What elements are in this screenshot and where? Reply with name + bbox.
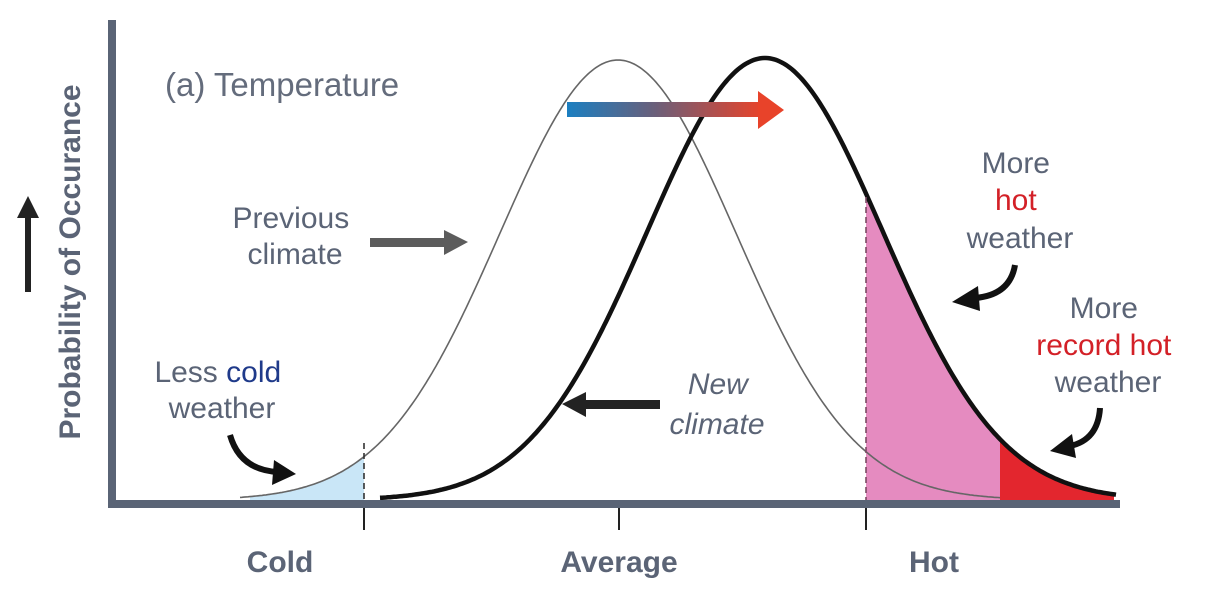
new-climate-curve — [379, 55, 1117, 501]
less-cold-curved-arrow-icon — [227, 434, 296, 485]
previous-climate-arrow-icon — [370, 230, 468, 255]
less-cold-weather-region — [250, 456, 364, 500]
climate-shift-arrow-icon — [567, 91, 784, 129]
previous-climate-label: Previous climate — [232, 202, 357, 271]
y-axis-up-arrow-icon — [17, 196, 39, 292]
tick-label-hot: Hot — [909, 546, 959, 579]
previous-climate-curve — [239, 59, 1001, 499]
less-cold-weather-label: Less cold weather — [154, 356, 289, 425]
new-climate-label: New climate — [669, 368, 764, 441]
more-record-hot-weather-region — [1000, 439, 1114, 500]
more-record-hot-weather-label: More record hot weather — [1036, 292, 1179, 399]
new-climate-arrow-icon — [562, 392, 660, 417]
more-hot-curved-arrow-icon — [952, 264, 1018, 311]
tick-label-cold: Cold — [247, 546, 314, 579]
tick-label-average: Average — [560, 546, 677, 579]
more-record-hot-curved-arrow-icon — [1050, 407, 1103, 458]
more-hot-weather-label: More hot weather — [966, 147, 1074, 255]
y-axis-label: Probability of Occurance — [54, 84, 87, 439]
panel-title: (a) Temperature — [165, 66, 399, 103]
